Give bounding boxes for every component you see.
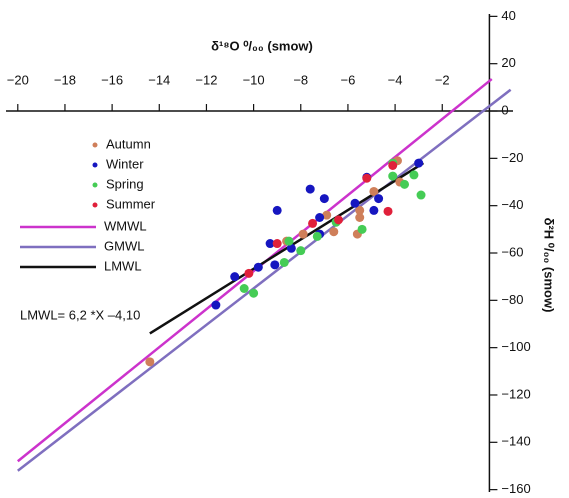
- legend-label: Summer: [106, 196, 156, 211]
- point: [374, 194, 384, 204]
- x-tick-label: −18: [54, 72, 76, 87]
- point: [249, 288, 259, 298]
- line: [149, 162, 425, 335]
- point: [239, 283, 249, 293]
- annotation: LMWL= 6,2 *X –4,10: [20, 307, 140, 322]
- legend-label: LMWL: [104, 258, 142, 273]
- x-tick-label: −4: [388, 72, 403, 87]
- point: [322, 210, 332, 220]
- point: [253, 262, 263, 272]
- y-tick-label: −120: [501, 386, 530, 401]
- point: [312, 231, 322, 241]
- point: [369, 205, 379, 215]
- legend-marker: [92, 142, 98, 148]
- point: [284, 236, 294, 246]
- line: [17, 78, 493, 463]
- point: [272, 205, 282, 215]
- x-tick-label: −12: [195, 72, 217, 87]
- y-tick-label: −20: [501, 150, 523, 165]
- line: [17, 88, 512, 472]
- x-tick-label: −14: [148, 72, 170, 87]
- legend-marker: [92, 182, 98, 188]
- legend-label: Winter: [106, 156, 144, 171]
- y-tick-label: 20: [501, 55, 515, 70]
- point: [416, 190, 426, 200]
- point: [400, 179, 410, 189]
- point: [308, 218, 318, 228]
- legend-marker: [92, 202, 98, 208]
- point: [329, 227, 339, 237]
- point: [355, 213, 365, 223]
- point: [350, 198, 360, 208]
- point: [296, 246, 306, 256]
- point: [319, 194, 329, 204]
- point: [305, 184, 315, 194]
- legend-marker: [92, 162, 98, 168]
- point: [244, 268, 254, 278]
- point: [383, 206, 393, 216]
- point: [315, 213, 325, 223]
- x-tick-label: −2: [435, 72, 450, 87]
- x-tick-label: −20: [7, 72, 29, 87]
- y-tick-label: −60: [501, 244, 523, 259]
- legend-label: Autumn: [106, 136, 151, 151]
- point: [388, 171, 398, 181]
- x-tick-label: −10: [243, 72, 265, 87]
- point: [145, 357, 155, 367]
- point: [265, 239, 275, 249]
- x-tick-label: −16: [101, 72, 123, 87]
- x-tick-label: −6: [341, 72, 356, 87]
- point: [362, 173, 372, 183]
- point: [286, 243, 296, 253]
- point: [355, 205, 365, 215]
- point: [211, 300, 221, 310]
- y-tick-label: −140: [501, 434, 530, 449]
- point: [298, 229, 308, 239]
- x-tick-label: −8: [293, 72, 308, 87]
- point: [272, 239, 282, 249]
- point: [270, 260, 280, 270]
- legend-label: GMWL: [104, 238, 144, 253]
- y-tick-label: −80: [501, 292, 523, 307]
- point: [333, 215, 343, 225]
- y-tick-label: −160: [501, 481, 530, 496]
- y-tick-label: −40: [501, 197, 523, 212]
- point: [357, 224, 367, 234]
- y-axis-title: δ²H ⁰/₀₀ (smow): [542, 218, 557, 313]
- y-tick-label: 40: [501, 8, 515, 23]
- x-axis-title: δ¹⁸O ⁰/₀₀ (smow): [211, 38, 313, 53]
- legend-label: Spring: [106, 176, 144, 191]
- y-tick-label: −100: [501, 339, 530, 354]
- point: [414, 158, 424, 168]
- y-tick-label: 0: [501, 102, 508, 117]
- point: [279, 257, 289, 267]
- point: [388, 160, 398, 170]
- point: [230, 272, 240, 282]
- legend-label: WMWL: [104, 218, 147, 233]
- point: [369, 186, 379, 196]
- point: [409, 170, 419, 180]
